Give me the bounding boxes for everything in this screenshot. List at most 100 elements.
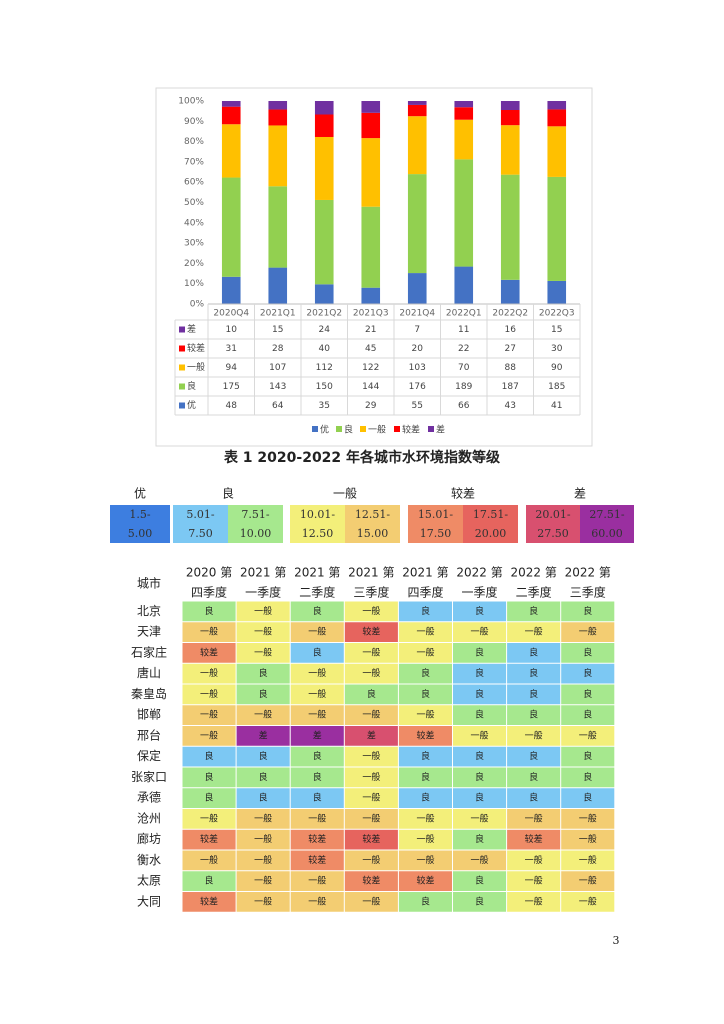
grade-text: 良 bbox=[205, 875, 214, 887]
bar-segment bbox=[314, 101, 334, 115]
grade-cell bbox=[507, 601, 561, 622]
grade-cell bbox=[182, 622, 236, 642]
x-tick-label: 2021Q2 bbox=[306, 309, 342, 319]
bar-segment bbox=[454, 101, 474, 108]
grade-cell bbox=[182, 829, 236, 850]
grade-text: 一般 bbox=[525, 729, 543, 741]
legend-label: 差 bbox=[436, 424, 445, 436]
grade-cell bbox=[344, 622, 398, 642]
range-text: 7.50 bbox=[188, 527, 213, 540]
grade-text: 良 bbox=[529, 709, 538, 721]
grade-text: 一般 bbox=[416, 854, 434, 866]
y-tick-label: 20% bbox=[184, 259, 204, 269]
data-label: 143 bbox=[269, 382, 286, 392]
data-label: 88 bbox=[505, 363, 517, 373]
grade-text: 一般 bbox=[254, 875, 272, 887]
y-tick-label: 50% bbox=[184, 198, 204, 208]
grade-cell bbox=[561, 809, 615, 829]
bar-segment bbox=[547, 101, 567, 110]
grade-cell bbox=[236, 663, 290, 684]
city-name: 廊坊 bbox=[137, 831, 161, 846]
legend-swatch bbox=[394, 426, 400, 432]
grade-text: 一般 bbox=[362, 605, 380, 617]
data-label: 41 bbox=[551, 401, 562, 411]
grade-text: 一般 bbox=[308, 667, 326, 679]
range-text: 10.00 bbox=[240, 527, 272, 540]
city-name: 天津 bbox=[137, 625, 161, 639]
legend-swatch bbox=[336, 426, 342, 432]
grade-text: 良 bbox=[583, 709, 592, 721]
city-name: 唐山 bbox=[137, 665, 161, 680]
grade-cell bbox=[236, 892, 290, 912]
grade-cell bbox=[507, 788, 561, 808]
data-label: 21 bbox=[365, 325, 376, 335]
grade-text: 一般 bbox=[579, 626, 597, 638]
grade-text: 较差 bbox=[362, 875, 380, 887]
y-tick-label: 100% bbox=[178, 97, 204, 107]
grade-cell bbox=[290, 809, 344, 829]
data-label: 31 bbox=[226, 344, 237, 354]
grade-text: 较差 bbox=[200, 833, 218, 845]
bar-segment bbox=[407, 116, 427, 175]
grade-text: 良 bbox=[583, 646, 592, 658]
grade-text: 良 bbox=[421, 688, 430, 700]
bar-segment bbox=[407, 273, 427, 304]
city-name: 承德 bbox=[137, 790, 161, 805]
grade-text: 差 bbox=[259, 729, 268, 741]
grade-text: 一般 bbox=[471, 812, 489, 824]
grade-cell bbox=[182, 746, 236, 767]
level-range bbox=[290, 505, 345, 543]
grade-cell bbox=[182, 788, 236, 808]
grade-cell bbox=[561, 663, 615, 684]
data-label: 70 bbox=[458, 363, 470, 373]
data-label: 189 bbox=[455, 382, 472, 392]
bar-segment bbox=[268, 125, 288, 187]
bar-segment bbox=[221, 106, 241, 125]
y-tick-label: 30% bbox=[184, 239, 204, 249]
series-name: 优 bbox=[187, 399, 196, 411]
grade-cell bbox=[398, 892, 452, 912]
range-text: 5.01- bbox=[186, 508, 214, 521]
city-name: 张家口 bbox=[131, 769, 167, 784]
legend-label: 良 bbox=[344, 424, 353, 436]
grade-cell bbox=[182, 767, 236, 788]
header-column: 2021 第 bbox=[402, 566, 448, 580]
grade-text: 一般 bbox=[416, 646, 434, 658]
grade-cell bbox=[453, 643, 507, 663]
grade-cell bbox=[182, 705, 236, 725]
grade-text: 一般 bbox=[254, 709, 272, 721]
grade-cell bbox=[561, 684, 615, 705]
grade-cell bbox=[290, 871, 344, 891]
grade-cell bbox=[344, 809, 398, 829]
grade-text: 一般 bbox=[308, 875, 326, 887]
bar-segment bbox=[221, 276, 241, 304]
city-name: 保定 bbox=[137, 748, 161, 763]
grade-cell bbox=[182, 809, 236, 829]
grade-text: 一般 bbox=[416, 709, 434, 721]
grade-text: 一般 bbox=[308, 709, 326, 721]
grade-cell bbox=[398, 643, 452, 663]
grade-cell bbox=[507, 746, 561, 767]
bar-segment bbox=[361, 287, 381, 304]
grade-text: 良 bbox=[205, 750, 214, 762]
grade-text: 一般 bbox=[362, 709, 380, 721]
grade-text: 良 bbox=[313, 771, 322, 783]
header-column: 四季度 bbox=[191, 585, 227, 600]
city-name: 邯郸 bbox=[137, 707, 161, 722]
grade-text: 良 bbox=[205, 792, 214, 804]
grade-cell bbox=[507, 892, 561, 912]
grade-text: 良 bbox=[529, 605, 538, 617]
level-range bbox=[228, 505, 283, 543]
data-label: 10 bbox=[226, 325, 238, 335]
x-tick-label: 2021Q1 bbox=[260, 309, 296, 319]
header-column: 2022 第 bbox=[565, 566, 611, 580]
grade-text: 良 bbox=[475, 605, 484, 617]
header-column: 一季度 bbox=[245, 585, 281, 600]
series-name: 较差 bbox=[187, 342, 205, 354]
grade-cell bbox=[398, 850, 452, 871]
data-label: 45 bbox=[365, 344, 376, 354]
grade-cell bbox=[561, 705, 615, 725]
data-label: 107 bbox=[269, 363, 286, 373]
grade-text: 一般 bbox=[416, 812, 434, 824]
grade-cell bbox=[398, 601, 452, 622]
